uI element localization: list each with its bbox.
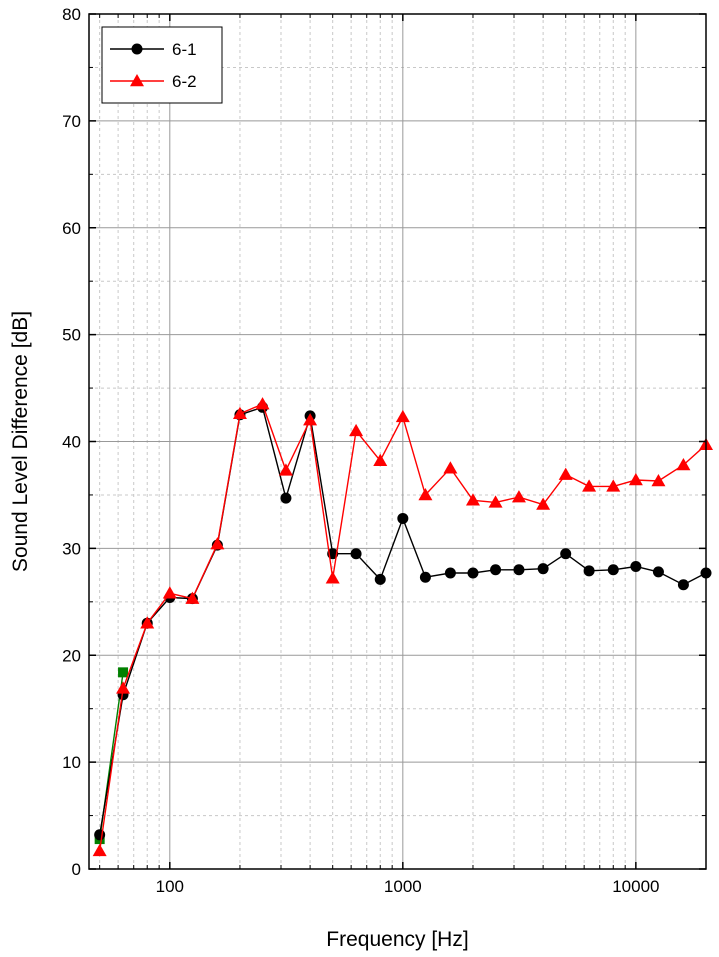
series-6-2-point	[325, 571, 340, 584]
series-6-2-point	[185, 591, 200, 604]
series-6-2-point	[651, 474, 666, 487]
x-tick-label: 100	[156, 877, 184, 896]
legend-6-1-label: 6-1	[172, 40, 197, 59]
y-tick-label: 20	[62, 646, 81, 665]
series-6-2-point	[255, 397, 270, 410]
series-6-1-point	[374, 573, 386, 585]
series-6-2-point	[628, 472, 643, 486]
y-tick-label: 0	[72, 860, 81, 879]
legend-6-2-label: 6-2	[172, 72, 197, 91]
series-6-2-point	[140, 616, 155, 629]
series-6-1-point	[397, 512, 409, 524]
y-tick-label: 10	[62, 753, 81, 772]
series-6-2-point	[278, 463, 293, 476]
series-layer	[92, 397, 713, 857]
series-6-2-point	[443, 461, 458, 474]
series-6-2-point	[582, 479, 597, 492]
series-6-2-point	[373, 453, 388, 466]
series-6-1-point	[513, 564, 525, 576]
series-6-1-point	[467, 567, 479, 579]
series-6-2-point	[488, 495, 503, 508]
series-6-1-point	[280, 492, 292, 504]
series-6-2-point	[116, 681, 131, 694]
series-6-2-point	[558, 467, 573, 480]
series-6-1-point	[607, 564, 619, 576]
legend: 6-1 6-2	[101, 26, 223, 104]
series-6-2	[92, 397, 713, 857]
series-6-2-point	[465, 493, 480, 506]
series-6-2-point	[418, 487, 433, 501]
legend-6-2-marker	[130, 74, 144, 87]
series-6-2-point	[232, 406, 247, 419]
series-6-1-point	[652, 566, 664, 578]
y-axis-title: Sound Level Difference [dB]	[9, 311, 32, 572]
series-6-2-point	[676, 458, 691, 471]
series-6-2-point	[395, 409, 410, 423]
series-6-1-point	[94, 829, 106, 841]
series-6-2-point	[162, 586, 177, 599]
y-tick-label: 50	[62, 326, 81, 345]
x-axis-title: Frequency [Hz]	[326, 928, 468, 951]
y-tick-label: 40	[62, 433, 81, 452]
series-6-1-point	[444, 567, 456, 579]
y-tick-label: 60	[62, 219, 81, 238]
series-3-point	[118, 667, 129, 678]
series-6-1-point	[350, 548, 362, 560]
series-6-2-point	[303, 413, 318, 426]
y-tick-label: 30	[62, 539, 81, 558]
series-6-1-point	[677, 579, 689, 591]
y-tick-label: 70	[62, 112, 81, 131]
x-tick-label: 10000	[612, 877, 659, 896]
series-6-2-point	[349, 423, 364, 437]
series-6-1-point	[560, 548, 572, 560]
legend-box	[101, 26, 223, 104]
series-6-1-point	[630, 561, 642, 573]
series-6-1-point	[419, 571, 431, 583]
y-tick-label: 80	[62, 5, 81, 24]
series-6-1-point	[490, 564, 502, 576]
x-tick-label: 1000	[384, 877, 422, 896]
series-6-2-point	[210, 537, 225, 550]
axes: 0 10 20 30 40 50 60 70 80 100 1000 10000	[62, 5, 706, 896]
series-6-2-point	[536, 497, 551, 510]
series-6-2-point	[606, 479, 621, 492]
series-6-1-point	[537, 563, 549, 575]
series-6-2-point	[511, 490, 526, 503]
grid	[89, 14, 706, 869]
series-6-1-point	[583, 565, 595, 577]
legend-6-1-marker	[131, 43, 143, 55]
series-6-2-point	[92, 843, 107, 857]
